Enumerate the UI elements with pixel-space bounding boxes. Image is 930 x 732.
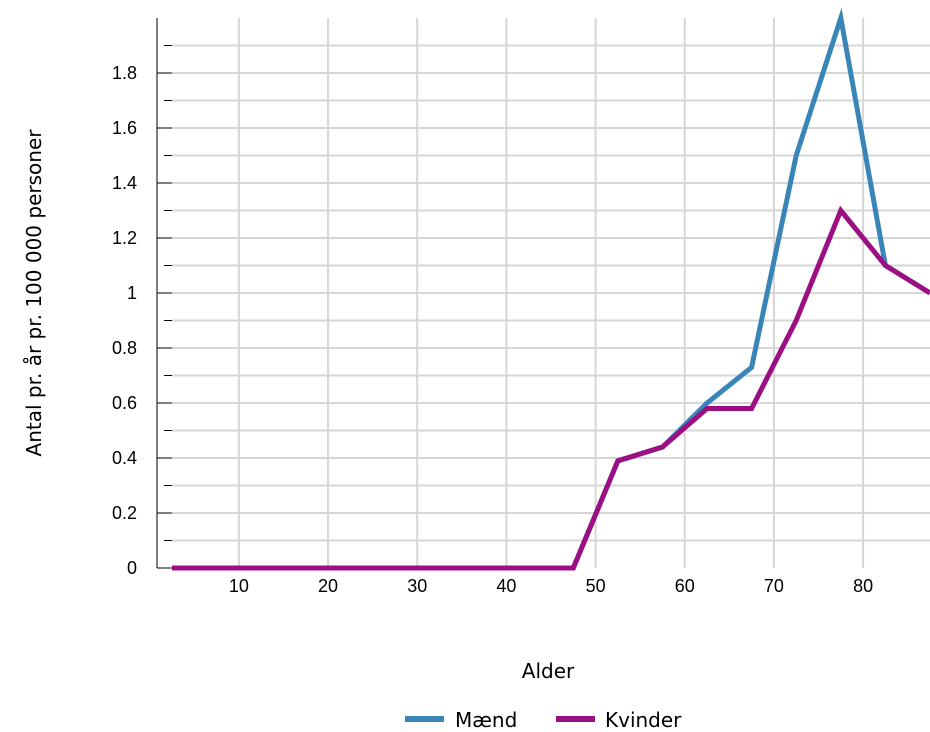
y-tick-label: 0.8 — [112, 338, 137, 358]
x-tick-label: 70 — [764, 576, 784, 596]
x-tick-label: 20 — [318, 576, 338, 596]
y-axis-title: Antal pr. år pr. 100 000 personer — [22, 129, 46, 457]
y-tick-label: 0.4 — [112, 448, 137, 468]
y-tick-label: 1.4 — [112, 173, 137, 193]
x-tick-label: 40 — [496, 576, 516, 596]
tick-marks — [157, 45, 172, 569]
x-tick-label: 60 — [675, 576, 695, 596]
series-lines — [172, 7, 930, 571]
x-tick-label: 50 — [586, 576, 606, 596]
x-tick-label: 80 — [853, 576, 873, 596]
grid — [172, 18, 930, 568]
y-tick-label: 1 — [127, 283, 137, 303]
x-tick-label: 30 — [407, 576, 427, 596]
x-tick-label: 10 — [229, 576, 249, 596]
tick-labels: 10 20 30 40 50 60 70 80 0 0.2 0.4 0.6 0.8 1 1.2 1.4 1.6 1… — [112, 63, 873, 596]
legend-label-kvinder: Kvinder — [605, 708, 682, 732]
series-line-kvinder — [172, 205, 930, 571]
y-tick-label: 1.2 — [112, 228, 137, 248]
y-tick-label: 1.8 — [112, 63, 137, 83]
legend: Mænd Kvinder — [405, 708, 682, 732]
y-tick-label: 0 — [127, 558, 137, 578]
y-tick-label: 0.2 — [112, 503, 137, 523]
y-tick-label: 1.6 — [112, 118, 137, 138]
legend-label-maend: Mænd — [455, 708, 517, 732]
y-tick-label: 0.6 — [112, 393, 137, 413]
x-axis-title: Alder — [522, 659, 575, 683]
